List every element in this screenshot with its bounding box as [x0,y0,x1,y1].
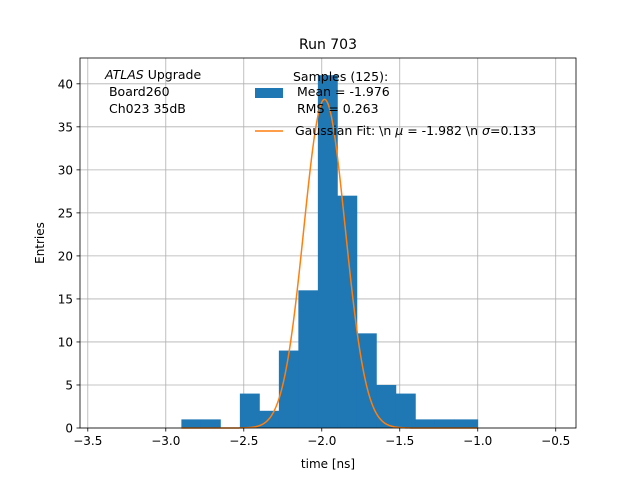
histogram-bar [239,393,260,428]
histogram-bar [278,350,299,428]
x-tick-label: −2.0 [307,434,336,448]
histogram-bar [415,419,436,428]
axis-ticks: −3.5 −3.0 −2.5 −2.0 −1.5 −1.0 −0.5 0 5 10 15 20 25 30… [58,77,571,448]
histogram-bar [298,290,319,428]
x-tick-label: −3.5 [73,434,102,448]
histogram-bar [376,384,397,428]
histogram-bar [200,419,221,428]
y-tick-label: 0 [65,422,73,436]
legend-histogram-label-line-3: RMS = 0.263 [293,101,379,116]
y-tick-label: 10 [58,335,73,349]
histogram-bar [181,419,202,428]
legend: Samples (125): Mean = -1.976 RMS = 0.263… [255,69,536,138]
legend-fit-sigma: σ [482,123,491,138]
legend-fit-mu: μ [394,123,403,138]
plot-frame [79,57,577,429]
chart-title: Run 703 [299,37,357,53]
y-tick-label: 40 [58,77,73,91]
y-tick-label: 5 [65,378,73,392]
legend-fit-mid: = -1.982 \n [403,123,482,138]
legend-fit-suffix: =0.133 [490,123,536,138]
annotation-atlas: ATLAS [104,67,144,82]
histogram-bar [395,393,416,428]
histogram-bar [434,419,455,428]
y-tick-label: 15 [58,292,73,306]
y-tick-label: 35 [58,120,73,134]
x-tick-label: −0.5 [541,434,570,448]
x-axis-label: time [ns] [301,457,355,471]
legend-fit-label: Gaussian Fit: \n μ = -1.982 \n σ=0.133 [295,123,536,138]
histogram-bar [337,195,358,428]
annotation-line-3: Ch023 35dB [105,101,186,116]
histogram-bars [181,75,479,429]
y-axis-label: Entries [33,222,47,264]
x-tick-label: −1.5 [385,434,414,448]
legend-histogram-label-line-2: Mean = -1.976 [293,84,390,99]
annotation-line-2: Board260 [105,84,170,99]
y-tick-label: 25 [58,206,73,220]
annotation-upgrade: Upgrade [144,67,202,82]
histogram-bar [317,75,338,429]
x-tick-label: −3.0 [151,434,180,448]
legend-histogram-label-line-1: Samples (125): [293,69,388,84]
x-tick-label: −1.0 [463,434,492,448]
legend-histogram-swatch [255,88,283,98]
histogram-bar [454,419,479,428]
y-tick-label: 20 [58,249,73,263]
annotation-line-1: ATLAS Upgrade [104,67,201,82]
atlas-annotation: ATLAS Upgrade Board260 Ch023 35dB [104,67,201,116]
y-tick-label: 30 [58,163,73,177]
legend-fit-prefix: Gaussian Fit: \n [295,123,395,138]
x-tick-label: −2.5 [229,434,258,448]
